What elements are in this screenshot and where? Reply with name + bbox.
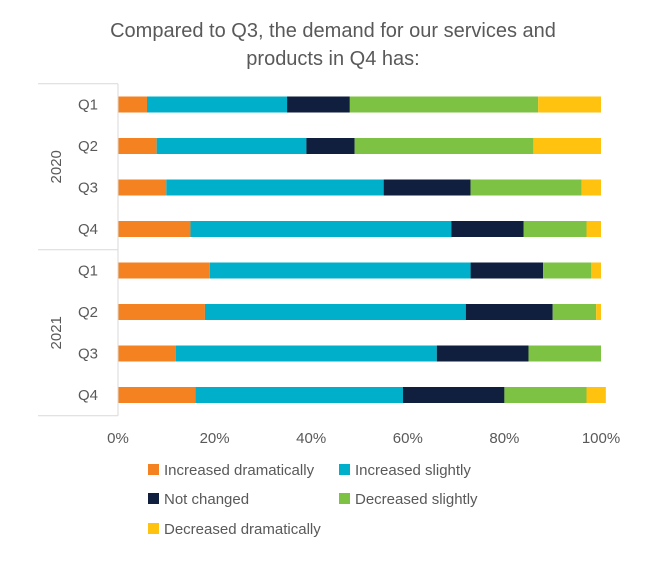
legend-swatch	[148, 493, 159, 504]
legend-swatch	[339, 464, 350, 475]
bar-segment	[118, 262, 210, 279]
y-tick-label: Q4	[78, 387, 98, 404]
y-tick-label: Q3	[78, 346, 98, 363]
bar-segment	[175, 345, 437, 362]
bar-segment	[543, 262, 592, 279]
bar-segment	[538, 96, 601, 113]
bar-segment	[118, 96, 147, 113]
bar-segment	[402, 387, 505, 403]
bar-segment	[436, 345, 529, 362]
bar-segment	[195, 387, 403, 403]
legend: Increased dramatically Increased slightly…	[148, 462, 478, 538]
bar-segment	[528, 345, 601, 362]
legend-label: Increased dramatically	[164, 462, 315, 479]
bar-segment	[586, 387, 606, 403]
bar-segment	[470, 179, 582, 196]
chart-title-line-2: products in Q4 has:	[246, 48, 419, 70]
x-tick-label: 0%	[107, 430, 129, 447]
legend-swatch	[339, 493, 350, 504]
y-tick-label: Q1	[78, 97, 98, 114]
bar-segment	[504, 387, 587, 403]
bar-segment	[451, 221, 524, 237]
bar-segment	[209, 262, 471, 279]
x-tick-label: 100%	[582, 430, 620, 447]
bar-segment	[591, 262, 601, 279]
legend-label: Decreased dramatically	[164, 521, 321, 538]
bar-segment	[523, 221, 587, 237]
bar-segment	[118, 345, 176, 362]
bar-segment	[287, 96, 350, 113]
bar-segment	[354, 138, 534, 154]
x-tick-label: 60%	[393, 430, 423, 447]
bar-segment	[118, 304, 205, 320]
bar-segment	[118, 138, 157, 154]
bar-segment	[156, 138, 307, 154]
bar-segment	[146, 96, 288, 113]
y-tick-label: Q2	[78, 138, 98, 155]
bar-segment	[166, 179, 384, 196]
y-tick-label: Q1	[78, 263, 98, 280]
y-tick-label: Q2	[78, 304, 98, 321]
legend-swatch	[148, 464, 159, 475]
chart-title-line-1: Compared to Q3, the demand for our servi…	[110, 20, 556, 42]
legend-label: Decreased slightly	[355, 491, 478, 508]
legend-label: Not changed	[164, 491, 249, 508]
bar-segment	[533, 138, 601, 154]
bar-segment	[470, 262, 544, 279]
bar-segment	[349, 96, 539, 113]
bar-segment	[586, 221, 601, 237]
bar-segment	[118, 221, 191, 237]
bar-segment	[552, 304, 597, 320]
x-tick-label: 20%	[200, 430, 230, 447]
bar-segment	[581, 179, 601, 196]
bar-segment	[118, 179, 167, 196]
bar-segment	[306, 138, 355, 154]
bar-segment	[118, 387, 196, 403]
y-tick-label: Q3	[78, 180, 98, 197]
x-tick-label: 40%	[296, 430, 326, 447]
legend-label: Increased slightly	[355, 462, 471, 479]
bar-segment	[204, 304, 466, 320]
bar-segment	[596, 304, 601, 320]
bar-segment	[465, 304, 553, 320]
bar-segment	[190, 221, 452, 237]
group-label: 2021	[48, 316, 65, 349]
legend-swatch	[148, 523, 159, 534]
bar-segment	[383, 179, 471, 196]
x-tick-label: 80%	[489, 430, 519, 447]
y-tick-label: Q4	[78, 221, 98, 238]
plot-area: Q1 Q2 Q3 Q4 Q1 Q2 Q3 Q4 2020 2021 0% 20% 40% 60% 80% 10…	[38, 83, 620, 447]
group-label: 2020	[48, 150, 65, 183]
